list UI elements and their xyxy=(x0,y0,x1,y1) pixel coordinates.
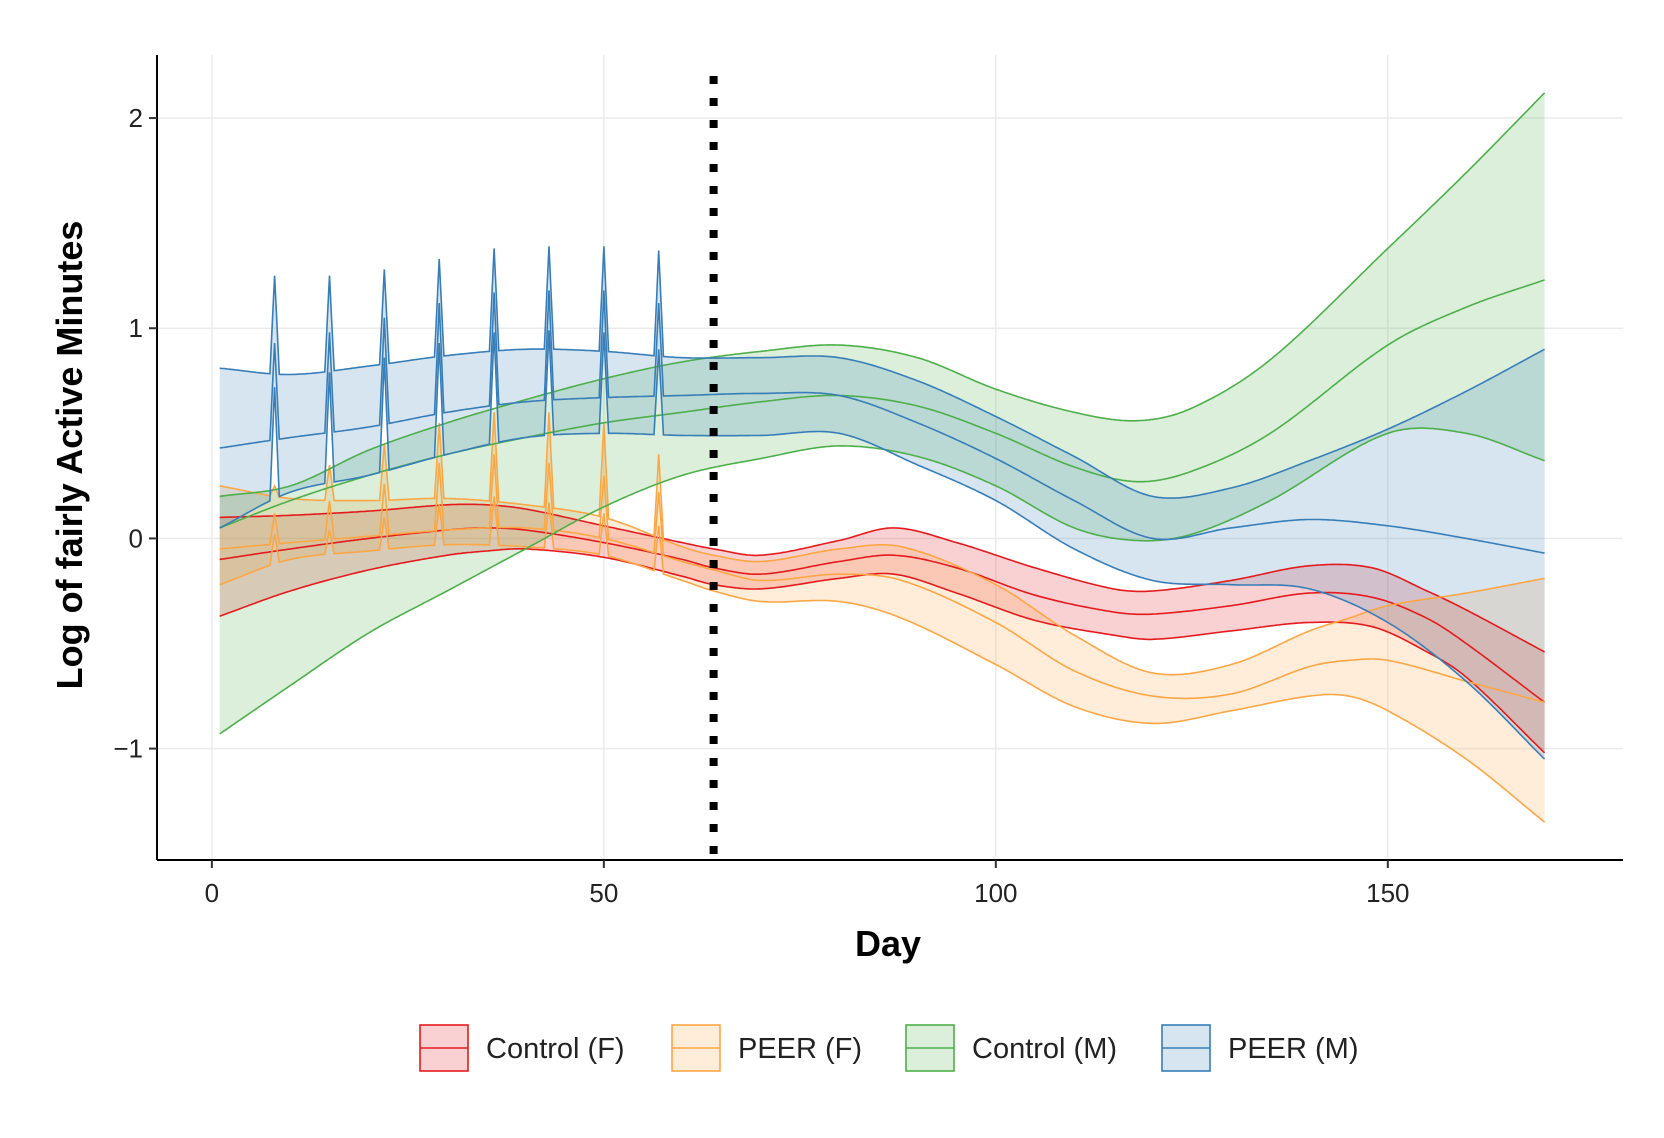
legend-label-control-m: Control (M) xyxy=(972,1033,1117,1065)
x-tick-label: 100 xyxy=(974,878,1017,908)
tick-labels: 0 50 100 150 −1 0 1 2 xyxy=(113,103,1409,908)
legend-label-control-f: Control (F) xyxy=(486,1033,625,1065)
legend-item-control-m: Control (M) xyxy=(905,1024,1117,1072)
series-lines xyxy=(219,92,1546,823)
upper-bound-line-control-m xyxy=(219,92,1546,498)
ribbon-control-f xyxy=(219,504,1545,753)
x-tick-label: 50 xyxy=(589,878,618,908)
mean-line-peer-m xyxy=(219,290,1545,554)
y-tick-label: 2 xyxy=(129,103,143,133)
mean-line-control-m xyxy=(219,279,1545,529)
y-tick-label: −1 xyxy=(113,734,143,764)
y-axis-title: Log of fairly Active Minutes xyxy=(49,221,90,690)
ribbons xyxy=(219,92,1545,823)
x-axis-title: Day xyxy=(855,923,921,964)
legend-item-peer-m: PEER (M) xyxy=(1161,1024,1359,1072)
lower-bound-line-peer-m xyxy=(219,330,1546,760)
mean-line-peer-f xyxy=(219,454,1545,704)
upper-bound-line-peer-f xyxy=(219,412,1545,676)
y-tick-label: 0 xyxy=(129,523,143,553)
upper-bound-line-peer-m xyxy=(219,246,1545,499)
axes xyxy=(149,55,1623,868)
legend-item-peer-f: PEER (F) xyxy=(671,1024,862,1072)
x-tick-label: 0 xyxy=(205,878,219,908)
x-tick-label: 150 xyxy=(1366,878,1409,908)
lower-bound-line-peer-f xyxy=(219,496,1546,823)
ribbon-control-m xyxy=(219,92,1545,734)
grid xyxy=(157,55,1623,860)
legend: Control (F) PEER (F) Control (M) PEER (M) xyxy=(419,1024,1359,1072)
legend-label-peer-m: PEER (M) xyxy=(1228,1033,1359,1065)
upper-bound-line-control-f xyxy=(219,503,1545,653)
legend-item-control-f: Control (F) xyxy=(419,1024,625,1072)
legend-label-peer-f: PEER (F) xyxy=(738,1033,862,1065)
lower-bound-line-control-f xyxy=(219,547,1546,754)
y-tick-label: 1 xyxy=(129,313,143,343)
